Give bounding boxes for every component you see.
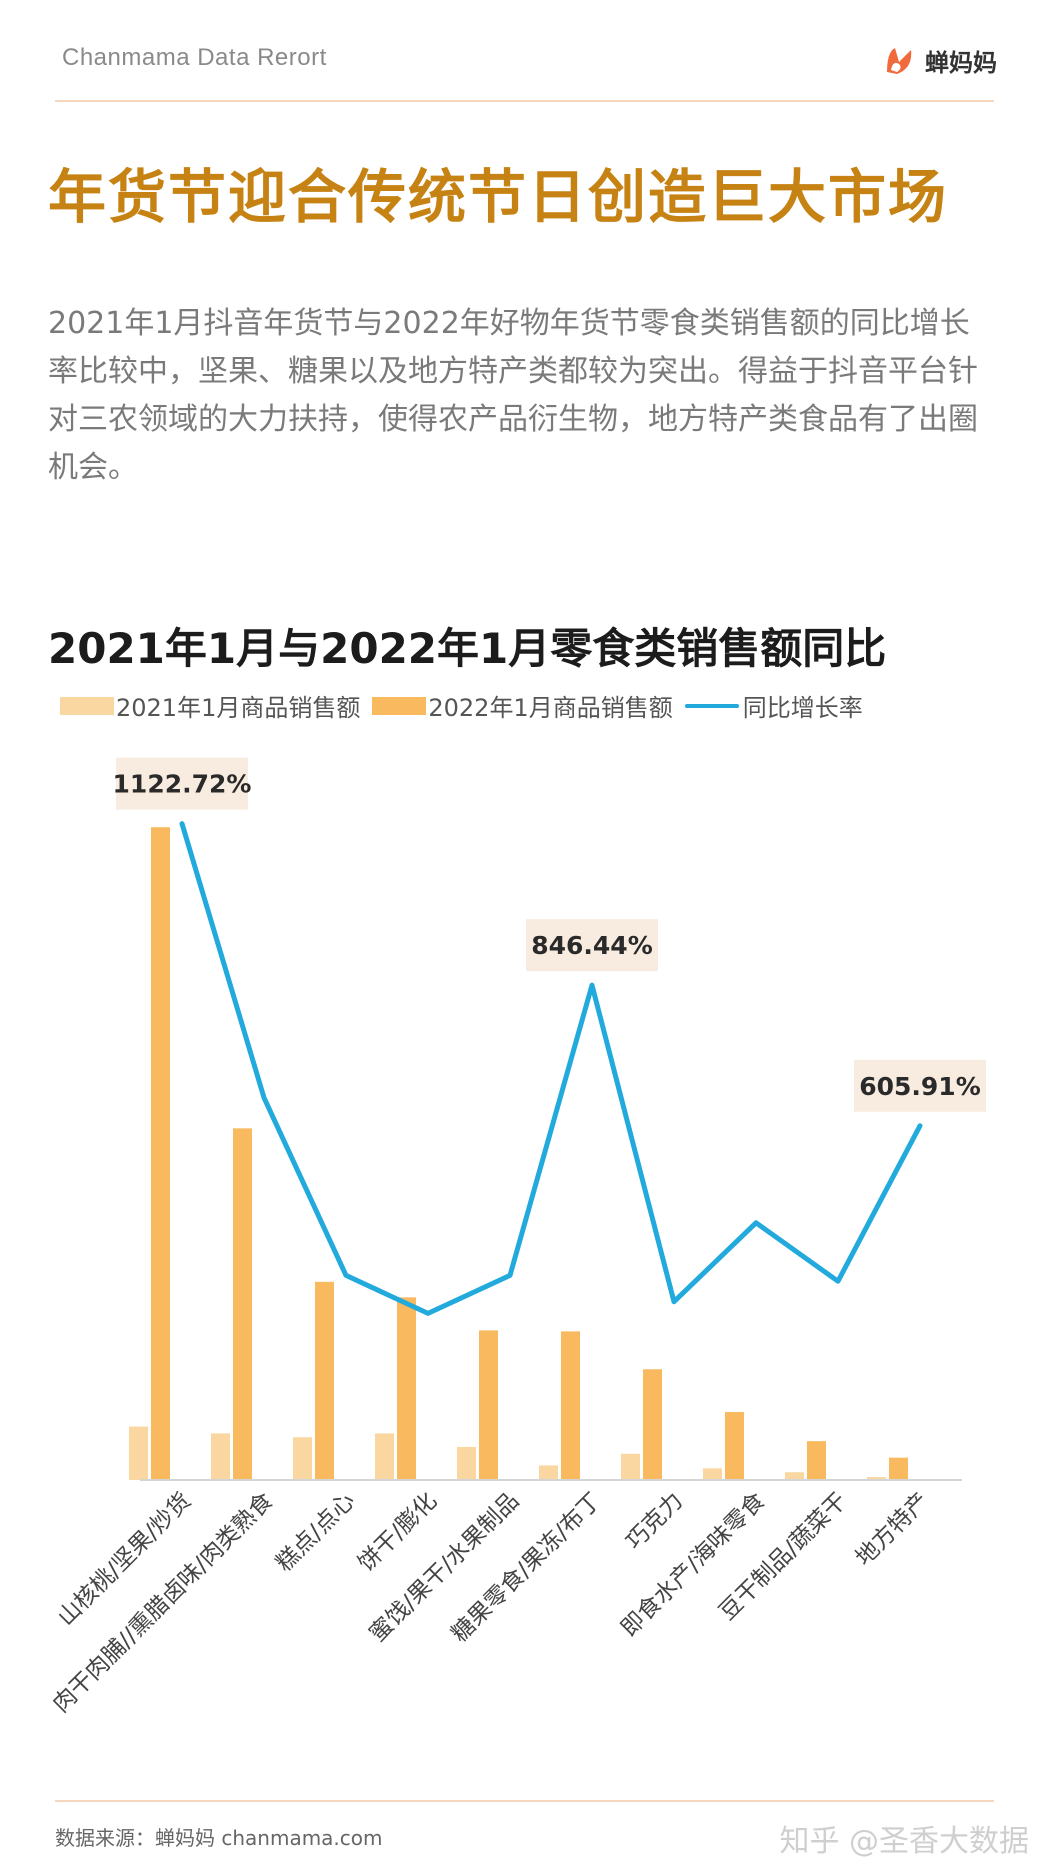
annotation-label-2: 605.91% — [859, 1072, 981, 1101]
legend-item-growth: 同比增长率 — [684, 688, 863, 723]
legend-label-2022: 2022年1月商品销售额 — [428, 694, 673, 722]
footer-divider — [55, 1800, 994, 1802]
combo-chart: 1122.72%846.44%605.91%山核桃/坚果/炒货肉干肉脯//熏腊卤… — [48, 757, 986, 1718]
legend-swatch-2022 — [372, 696, 427, 715]
bar-2021-3 — [375, 1433, 394, 1480]
bar-2022-8 — [807, 1441, 826, 1480]
legend-item-2021: 2021年1月商品销售额 — [60, 688, 360, 723]
annotation-label-1: 846.44% — [531, 931, 653, 960]
bar-2021-4 — [457, 1446, 476, 1480]
bar-2021-8 — [785, 1472, 804, 1480]
annotation-box-0 — [116, 757, 248, 810]
legend-label-2021: 2021年1月商品销售额 — [116, 694, 361, 722]
bar-2022-0 — [151, 827, 170, 1480]
annotation-box-1 — [526, 919, 658, 972]
bar-2021-7 — [703, 1468, 722, 1480]
chart-legend: 2021年1月商品销售额 2022年1月商品销售额 同比增长率 — [60, 688, 875, 723]
bar-2022-4 — [479, 1330, 498, 1480]
legend-item-2022: 2022年1月商品销售额 — [372, 688, 673, 723]
chart-title: 2021年1月与2022年1月零食类销售额同比 — [48, 624, 887, 673]
bar-2021-0 — [129, 1426, 148, 1480]
logo-icon — [887, 48, 912, 74]
bar-2022-1 — [233, 1128, 252, 1480]
bar-2021-2 — [293, 1437, 312, 1480]
legend-swatch-growth — [684, 703, 739, 708]
bar-2022-7 — [725, 1412, 744, 1480]
category-label-4: 蜜饯/果干/水果制品 — [365, 1488, 524, 1647]
legend-swatch-2021 — [60, 696, 114, 715]
bar-2022-5 — [561, 1331, 580, 1480]
data-source: 数据来源：蝉妈妈 chanmama.com — [55, 1826, 383, 1850]
brand-name: Chanmama Data Rerort — [62, 44, 327, 71]
intro-paragraph: 2021年1月抖音年货节与2022年好物年货节零食类销售额的同比增长率比较中，坚… — [48, 306, 978, 485]
category-label-6: 巧克力 — [621, 1488, 688, 1555]
category-label-7: 即食水产/海味零食 — [616, 1488, 770, 1642]
bar-2021-1 — [211, 1433, 230, 1480]
bar-2021-9 — [867, 1477, 886, 1480]
page-title: 年货节迎合传统节日创造巨大市场 — [48, 163, 949, 231]
bar-2022-3 — [397, 1297, 416, 1480]
annotation-label-0: 1122.72% — [113, 770, 252, 799]
logo-text: 蝉妈妈 — [925, 48, 997, 77]
logo: 蝉妈妈 — [881, 42, 997, 78]
watermark: 知乎 @圣香大数据 — [779, 1824, 1029, 1859]
bar-2022-9 — [889, 1457, 908, 1480]
bar-2021-5 — [539, 1465, 558, 1480]
growth-rate-line — [179, 821, 923, 1316]
category-label-5: 糖果零食/果冻/布丁 — [447, 1488, 606, 1647]
bar-2022-2 — [315, 1281, 334, 1480]
bar-2022-6 — [643, 1369, 662, 1480]
category-label-2: 糕点/点心 — [271, 1488, 360, 1577]
category-label-9: 地方特产 — [851, 1488, 934, 1571]
bar-2021-6 — [621, 1453, 640, 1480]
legend-label-growth: 同比增长率 — [742, 694, 863, 722]
annotation-box-2 — [854, 1059, 986, 1112]
header-divider — [55, 100, 994, 102]
